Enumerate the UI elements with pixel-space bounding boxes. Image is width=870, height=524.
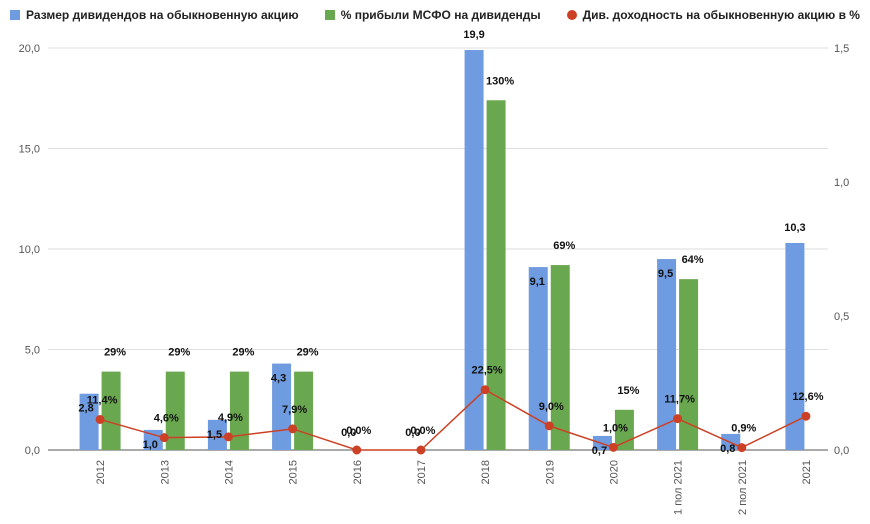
x-tick-label: 2 пол 2021 <box>737 460 749 515</box>
point-yield <box>288 424 298 434</box>
bar-dividend <box>79 393 99 450</box>
data-label-dividend: 2,8 <box>78 403 93 415</box>
y-right-tick-label: 1,0 <box>834 177 849 189</box>
y-left-tick-label: 0,0 <box>25 445 40 457</box>
bar-payout <box>229 371 249 450</box>
x-tick-label: 2015 <box>288 460 300 484</box>
y-left-tick-label: 20,0 <box>19 43 40 55</box>
legend-item-payout: % прибыли МСФО на дивиденды <box>324 8 541 22</box>
legend-swatch-payout <box>324 10 335 20</box>
legend-label-dividend: Размер дивидендов на обыкновенную акцию <box>26 8 299 22</box>
point-yield <box>159 433 169 443</box>
data-label-dividend: 4,3 <box>271 373 286 385</box>
chart-legend: Размер дивидендов на обыкновенную акцию … <box>0 8 870 22</box>
bar-payout <box>679 279 699 450</box>
legend-swatch-yield <box>566 10 577 20</box>
data-label-payout: 130% <box>486 75 514 87</box>
y-right-tick-label: 0,0 <box>834 445 849 457</box>
data-label-payout: 29% <box>297 347 319 359</box>
bar-layer <box>79 50 805 450</box>
data-label-payout: 29% <box>168 347 190 359</box>
legend-swatch-dividend <box>10 10 21 20</box>
data-label-dividend: 10,3 <box>784 222 805 234</box>
legend-item-yield: Див. доходность на обыкновенную акцию в … <box>566 8 860 22</box>
x-tick-label: 1 пол 2021 <box>673 460 685 515</box>
data-label-yield: 4,9% <box>218 412 243 424</box>
data-label-yield: 12,6% <box>792 391 823 403</box>
y-left-tick-label: 5,0 <box>25 345 40 357</box>
y-left-tick-label: 10,0 <box>19 244 40 256</box>
data-label-dividend: 0,0 <box>405 427 420 439</box>
data-label-yield: 0,0% <box>410 425 435 437</box>
data-label-yield: 11,4% <box>87 394 118 406</box>
legend-label-payout: % прибыли МСФО на дивиденды <box>340 8 541 22</box>
data-label-yield: 1,0% <box>603 422 628 434</box>
line-layer <box>95 385 811 455</box>
data-label-payout: 15% <box>617 385 639 397</box>
point-yield <box>95 414 105 424</box>
bar-dividend <box>657 259 677 450</box>
data-label-payout: 69% <box>553 240 575 252</box>
data-label-yield: 9,0% <box>539 401 564 413</box>
point-yield <box>544 421 554 431</box>
label-layer: 2,8 29% 1,0 29% 1,5 29% 4,3 29% 0,0 0,0 19,9 130% 9,… <box>78 29 823 457</box>
x-tick-label: 2012 <box>95 460 107 484</box>
point-yield <box>608 442 618 452</box>
grid-layer <box>48 47 828 350</box>
bar-dividend <box>528 267 548 450</box>
data-label-dividend: 9,5 <box>658 268 673 280</box>
axis-layer: 0,0 5,0 10,0 15,0 20,0 0,0 0,5 1,0 1,5 2012 2013 20… <box>19 43 850 515</box>
x-tick-label: 2019 <box>544 460 556 484</box>
data-label-payout: 29% <box>104 347 126 359</box>
bar-dividend <box>272 363 292 450</box>
bar-dividend <box>464 50 484 450</box>
data-label-yield: 7,9% <box>282 404 307 416</box>
data-label-payout: 64% <box>682 254 704 266</box>
x-tick-label: 2017 <box>416 460 428 484</box>
data-label-dividend: 1,0 <box>143 439 158 451</box>
x-tick-label: 2018 <box>480 460 492 484</box>
data-label-yield: 11,7% <box>664 394 695 406</box>
data-label-payout: 29% <box>232 347 254 359</box>
bar-payout <box>486 100 506 450</box>
bar-payout <box>101 371 121 450</box>
point-yield <box>352 445 362 455</box>
x-tick-label: 2013 <box>159 460 171 484</box>
x-tick-label: 2014 <box>223 460 235 484</box>
point-yield <box>416 445 426 455</box>
bar-dividend <box>143 429 163 450</box>
data-label-dividend: 19,9 <box>463 29 484 41</box>
bar-dividend <box>207 419 227 450</box>
point-yield <box>480 385 490 395</box>
data-label-dividend: 9,1 <box>530 276 545 288</box>
y-right-tick-label: 0,5 <box>834 311 849 323</box>
legend-label-yield: Див. доходность на обыкновенную акцию в … <box>582 8 860 22</box>
bar-dividend <box>785 242 805 450</box>
point-yield <box>801 411 811 421</box>
point-yield <box>673 414 683 424</box>
data-label-yield: 0,0% <box>346 425 371 437</box>
point-yield <box>223 432 233 442</box>
bar-payout <box>165 371 185 450</box>
data-label-yield: 22,5% <box>471 365 502 377</box>
data-label-dividend: 0,7 <box>592 445 607 457</box>
x-tick-label: 2016 <box>352 460 364 484</box>
data-label-dividend: 0,8 <box>720 443 735 455</box>
data-label-yield: 0,9% <box>731 423 756 435</box>
data-label-dividend: 0,0 <box>341 427 356 439</box>
series-line-yield <box>99 388 807 451</box>
y-right-tick-label: 1,5 <box>834 43 849 55</box>
data-label-yield: 4,6% <box>154 413 179 425</box>
point-yield <box>737 443 747 453</box>
x-tick-label: 2021 <box>801 460 813 484</box>
data-label-dividend: 1,5 <box>207 429 222 441</box>
y-left-tick-label: 15,0 <box>19 144 40 156</box>
bar-payout <box>550 265 570 450</box>
legend-item-dividend: Размер дивидендов на обыкновенную акцию <box>10 8 299 22</box>
x-tick-label: 2020 <box>608 460 620 484</box>
